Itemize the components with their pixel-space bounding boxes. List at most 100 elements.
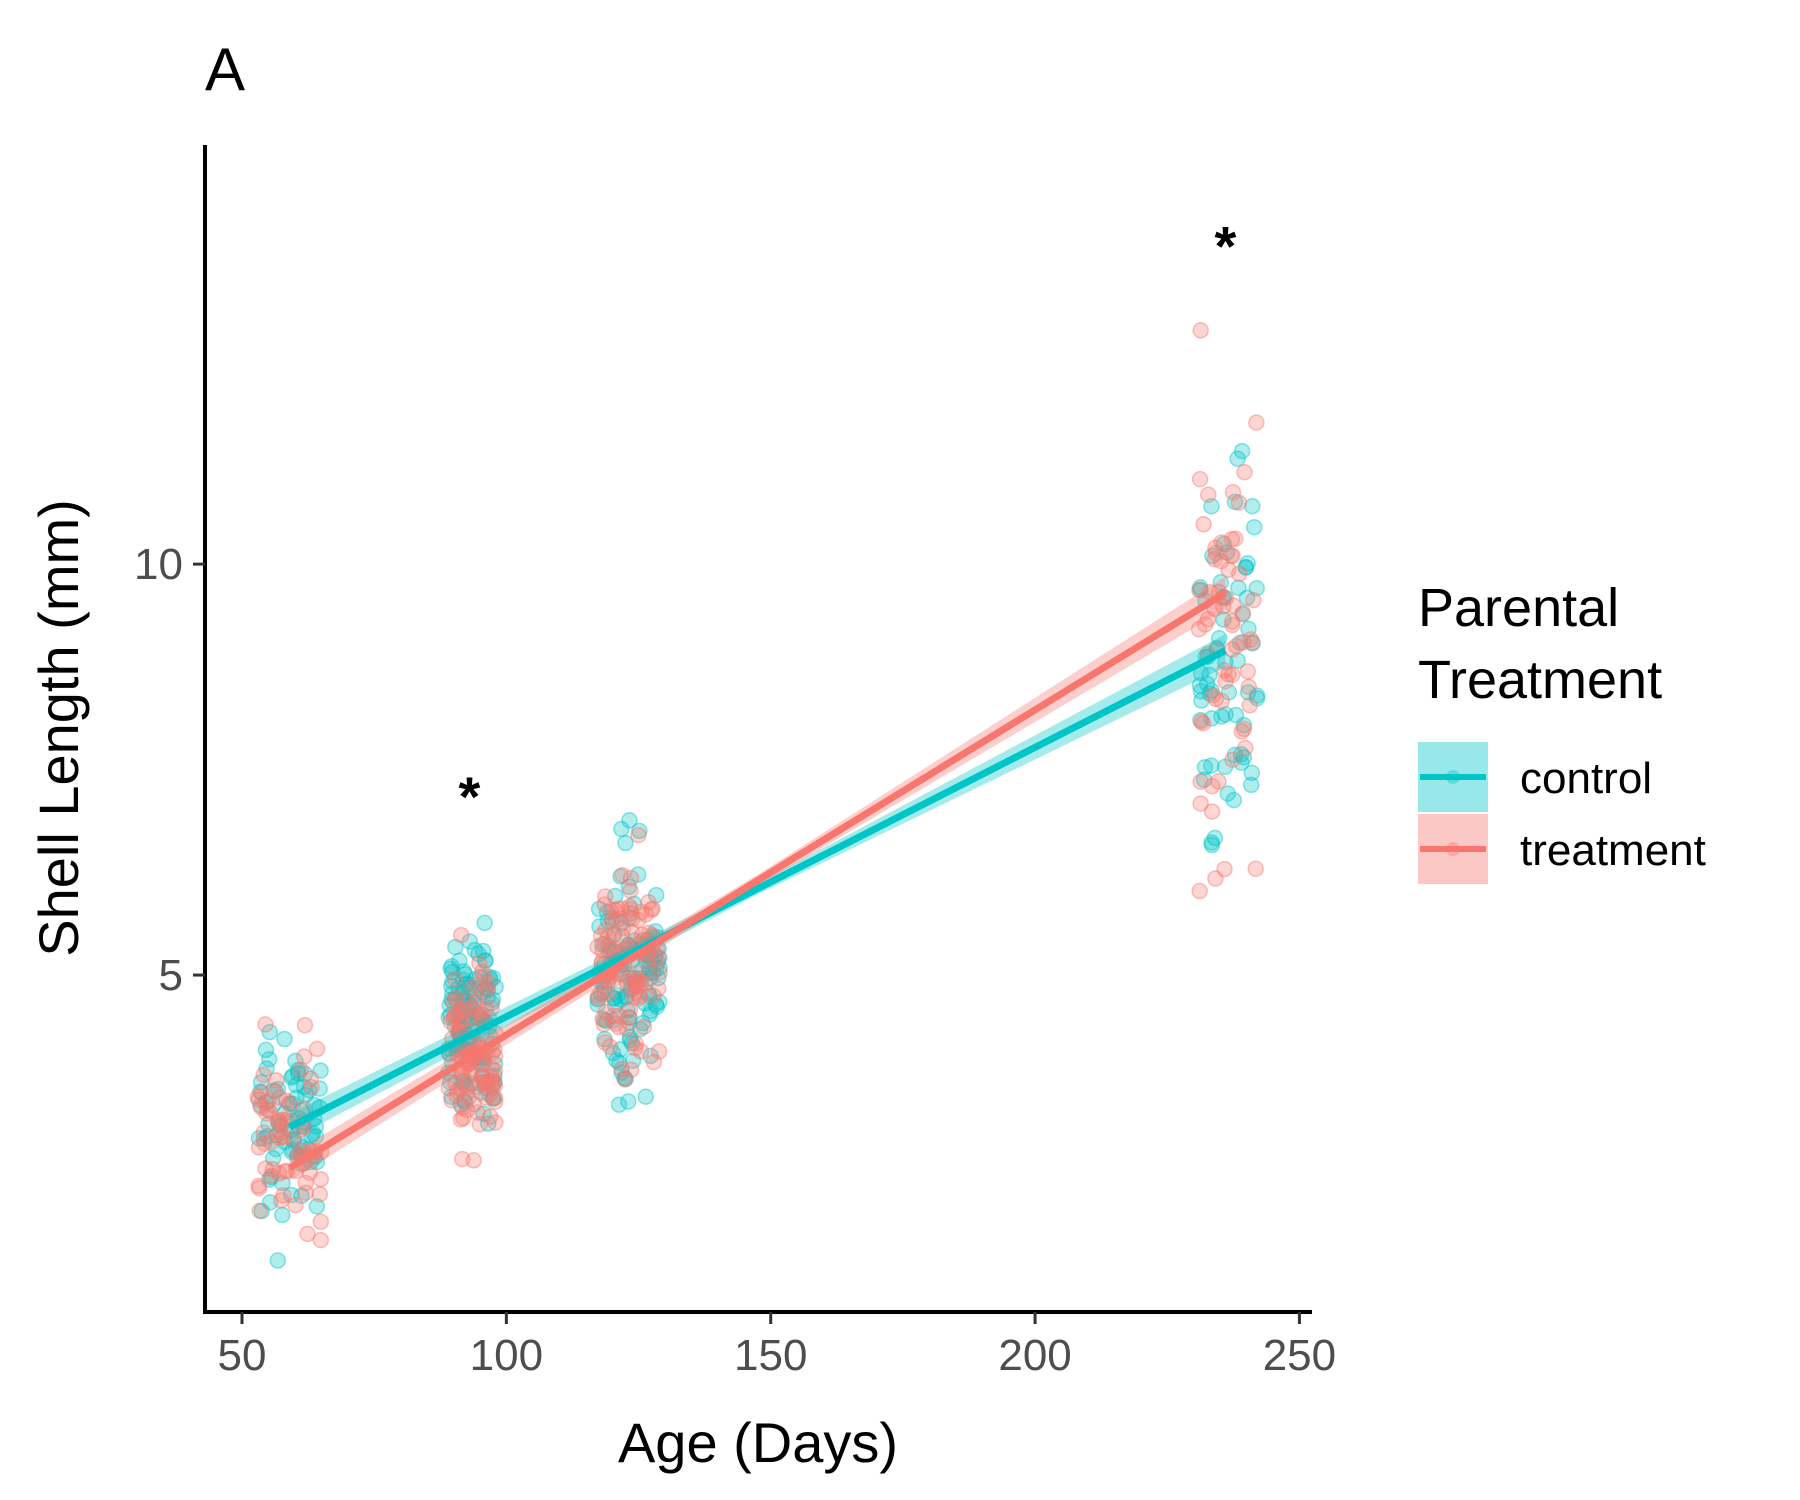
data-point-treatment bbox=[479, 982, 496, 1000]
data-point-treatment bbox=[1197, 616, 1214, 633]
data-point-control bbox=[457, 1094, 474, 1111]
data-point-control bbox=[1218, 544, 1236, 561]
data-point-treatment bbox=[250, 1139, 268, 1156]
data-point-control bbox=[284, 1095, 301, 1113]
data-point-control bbox=[284, 1067, 301, 1085]
data-point-treatment bbox=[1212, 552, 1230, 570]
data-point-control bbox=[484, 1090, 502, 1107]
data-point-control bbox=[294, 1139, 312, 1156]
data-point-treatment bbox=[482, 1108, 499, 1125]
data-point-control bbox=[312, 1062, 329, 1079]
data-point-control bbox=[1203, 682, 1220, 699]
data-point-control bbox=[617, 1070, 634, 1088]
data-point-treatment bbox=[453, 1014, 471, 1032]
data-point-control bbox=[446, 1018, 464, 1035]
data-point-control bbox=[1210, 630, 1228, 647]
data-point-control bbox=[606, 996, 624, 1014]
data-point-control bbox=[485, 1089, 502, 1107]
data-point-treatment bbox=[477, 1000, 495, 1018]
data-point-treatment bbox=[1192, 795, 1209, 812]
data-point-treatment bbox=[461, 1065, 479, 1082]
data-point-control bbox=[261, 1023, 278, 1041]
data-point-treatment bbox=[627, 964, 645, 982]
data-point-treatment bbox=[458, 1079, 475, 1097]
data-point-control bbox=[468, 1005, 485, 1022]
data-point-control bbox=[465, 987, 482, 1005]
data-point-control bbox=[443, 1088, 460, 1106]
data-point-control bbox=[647, 960, 665, 977]
data-point-treatment bbox=[474, 1006, 491, 1023]
data-point-treatment bbox=[453, 1150, 471, 1168]
x-tick-label: 100 bbox=[470, 1331, 543, 1380]
data-point-control bbox=[295, 1078, 313, 1096]
data-point-treatment bbox=[589, 987, 607, 1004]
data-point-treatment bbox=[1207, 544, 1225, 562]
data-point-control bbox=[252, 1074, 270, 1091]
data-point-control bbox=[620, 969, 637, 987]
data-point-control bbox=[477, 980, 494, 997]
data-point-control bbox=[250, 1130, 268, 1147]
data-point-treatment bbox=[296, 1016, 314, 1034]
data-point-treatment bbox=[275, 1163, 293, 1180]
data-point-control bbox=[460, 996, 477, 1014]
data-point-treatment bbox=[1213, 534, 1230, 551]
data-point-control bbox=[604, 1044, 622, 1062]
data-point-treatment bbox=[312, 1213, 330, 1231]
data-point-control bbox=[444, 985, 461, 1002]
data-point-control bbox=[264, 1150, 282, 1167]
data-point-control bbox=[612, 868, 629, 885]
data-point-treatment bbox=[603, 912, 621, 929]
data-point-control bbox=[454, 992, 471, 1009]
data-point-treatment bbox=[596, 935, 613, 953]
data-point-treatment bbox=[260, 1102, 278, 1119]
data-point-treatment bbox=[452, 1080, 469, 1097]
data-point-control bbox=[1203, 836, 1221, 854]
data-point-control bbox=[255, 1130, 273, 1147]
data-point-treatment bbox=[269, 1112, 287, 1130]
data-point-treatment bbox=[1217, 672, 1234, 690]
data-point-treatment bbox=[1241, 697, 1258, 714]
data-point-treatment bbox=[626, 983, 644, 1001]
data-point-control bbox=[476, 914, 493, 932]
data-point-treatment bbox=[605, 1007, 622, 1025]
data-point-control bbox=[276, 1133, 294, 1151]
data-point-control bbox=[1225, 791, 1243, 809]
data-point-treatment bbox=[268, 1072, 285, 1089]
data-point-control bbox=[592, 985, 610, 1002]
data-point-control bbox=[283, 1143, 300, 1161]
significance-asterisk: * bbox=[1215, 214, 1237, 277]
data-point-treatment bbox=[1233, 723, 1250, 740]
data-point-treatment bbox=[311, 1186, 329, 1203]
data-point-control bbox=[442, 1006, 459, 1024]
data-point-treatment bbox=[627, 977, 645, 994]
data-point-control bbox=[596, 1030, 613, 1048]
data-point-control bbox=[475, 1105, 492, 1123]
data-point-control bbox=[274, 1174, 291, 1192]
data-point-control bbox=[598, 1012, 615, 1030]
data-point-treatment bbox=[623, 923, 640, 941]
data-point-treatment bbox=[487, 1114, 504, 1131]
data-point-control bbox=[455, 963, 473, 980]
data-point-treatment bbox=[613, 927, 631, 945]
data-point-control bbox=[595, 1011, 613, 1029]
data-point-control bbox=[1203, 834, 1220, 851]
data-point-control bbox=[641, 964, 658, 981]
data-point-treatment bbox=[1225, 597, 1242, 614]
data-point-control bbox=[1215, 611, 1232, 628]
data-point-treatment bbox=[274, 1128, 291, 1146]
data-point-control bbox=[264, 1096, 282, 1114]
data-point-control bbox=[1196, 758, 1214, 776]
data-point-treatment bbox=[249, 1088, 267, 1106]
data-point-control bbox=[1201, 666, 1218, 684]
data-point-treatment bbox=[1192, 322, 1209, 339]
data-point-treatment bbox=[447, 989, 465, 1006]
data-point-control bbox=[451, 952, 468, 970]
data-point-control bbox=[647, 996, 665, 1013]
data-point-control bbox=[1192, 579, 1209, 596]
data-point-treatment bbox=[1207, 539, 1224, 557]
data-point-control bbox=[651, 959, 668, 977]
data-point-treatment bbox=[467, 993, 484, 1010]
data-point-control bbox=[634, 1014, 652, 1032]
data-point-treatment bbox=[1227, 530, 1244, 548]
data-point-control bbox=[481, 968, 498, 986]
